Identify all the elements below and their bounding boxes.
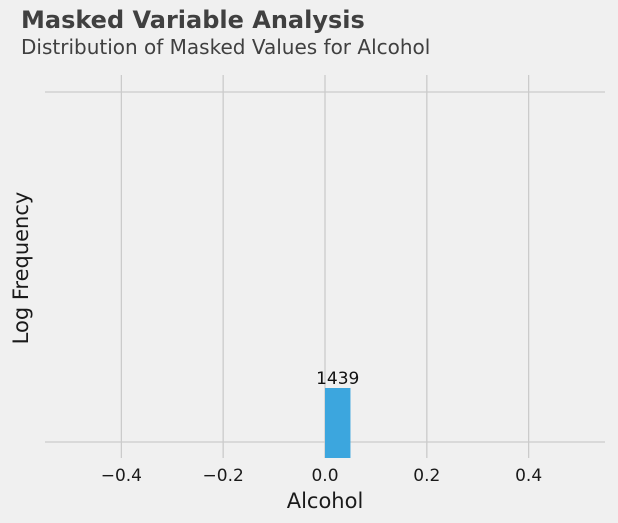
- x-tick-label: 0.0: [311, 466, 338, 486]
- chart-title: Masked Variable Analysis: [21, 6, 365, 34]
- x-tick-label: 0.2: [413, 466, 440, 486]
- x-axis-label: Alcohol: [287, 489, 364, 513]
- grid-lines: [45, 75, 605, 458]
- x-tick-label: −0.2: [203, 466, 244, 486]
- bar-value-label: 1439: [316, 369, 359, 389]
- x-axis-ticks: −0.4 −0.2 0.0 0.2 0.4: [101, 466, 542, 486]
- x-tick-label: 0.4: [515, 466, 542, 486]
- bars: 1439: [316, 369, 359, 458]
- histogram-bar: [325, 388, 351, 458]
- chart-subtitle: Distribution of Masked Values for Alcoho…: [21, 35, 431, 59]
- x-tick-label: −0.4: [101, 466, 142, 486]
- y-axis-label: Log Frequency: [9, 192, 33, 345]
